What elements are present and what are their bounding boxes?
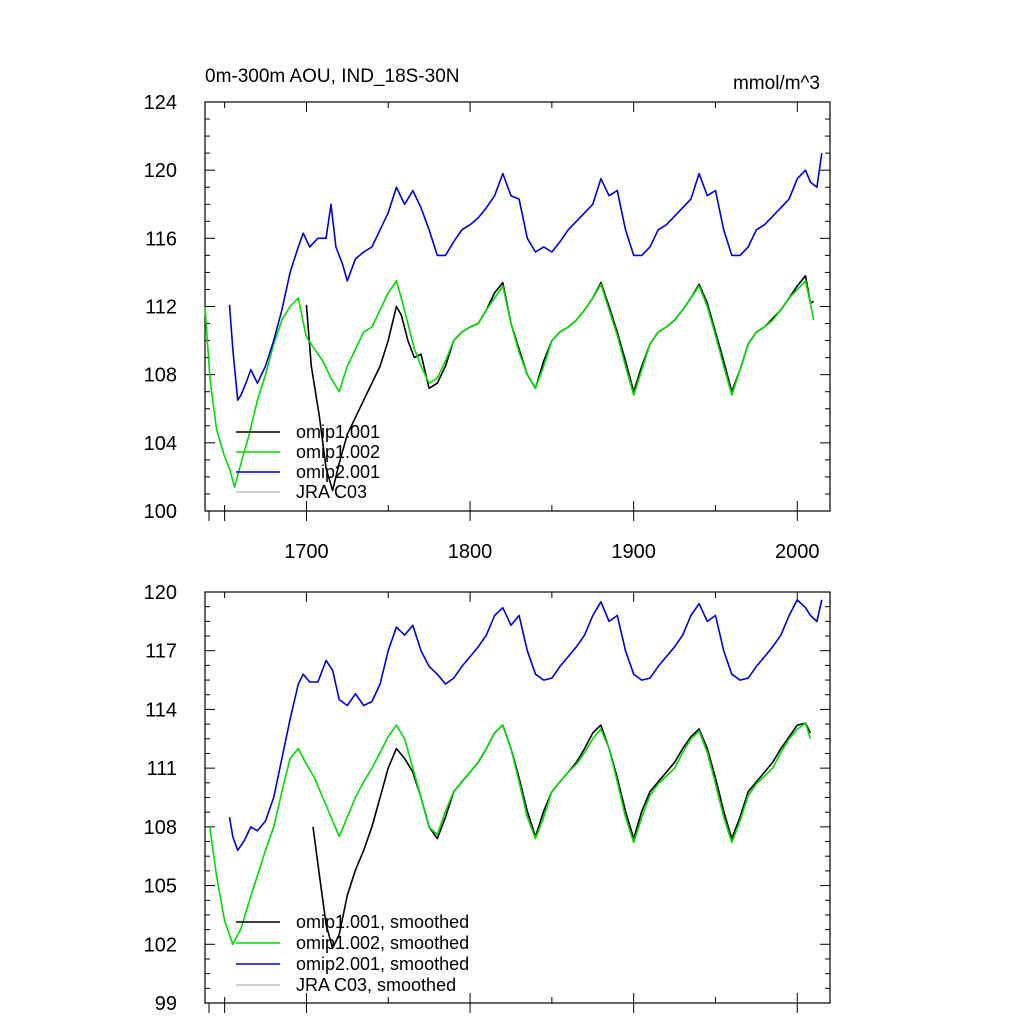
- legend-label: omip2.001, smoothed: [296, 954, 469, 974]
- y-tick-label: 100: [144, 501, 177, 523]
- legend-label: omip1.002, smoothed: [296, 933, 469, 953]
- y-tick-label: 120: [144, 160, 177, 182]
- y-tick-label: 104: [144, 433, 177, 455]
- y-tick-label: 99: [155, 993, 177, 1015]
- y-tick-label: 124: [144, 92, 177, 114]
- series-line-omip2-001-smoothed: [228, 599, 823, 852]
- x-tick-label: 1700: [284, 541, 329, 563]
- y-tick-label: 114: [145, 699, 177, 721]
- legend-label: JRA C03: [296, 482, 367, 502]
- legend-label: omip1.001: [296, 422, 380, 442]
- x-tick-label: 2000: [775, 541, 820, 563]
- x-tick-label: 1800: [448, 541, 493, 563]
- y-tick-label: 117: [145, 641, 177, 663]
- y-tick-label: 105: [144, 876, 177, 898]
- x-tick-label: 1900: [611, 541, 656, 563]
- series-line-omip1-002-smoothed: [209, 722, 812, 946]
- legend-label: omip1.002: [296, 442, 380, 462]
- y-tick-label: 112: [145, 297, 177, 319]
- panel-2: [204, 591, 831, 1013]
- y-tick-label: 120: [144, 582, 177, 604]
- legend-label: omip1.001, smoothed: [296, 912, 469, 932]
- panel-1: [204, 101, 831, 521]
- chart-title: 0m-300m AOU, IND_18S-30N: [205, 66, 460, 87]
- series-line-omip2-001: [228, 152, 823, 401]
- y-tick-label: 102: [144, 934, 177, 956]
- series-line-omip1-001: [305, 275, 814, 492]
- y-tick-label: 108: [144, 365, 177, 387]
- units-label: mmol/m^3: [733, 73, 820, 94]
- legend-label: omip2.001: [296, 462, 380, 482]
- series-line-omip1-002: [204, 280, 815, 488]
- y-tick-label: 108: [144, 817, 177, 839]
- legend-label: JRA C03, smoothed: [296, 975, 456, 995]
- y-tick-label: 116: [145, 228, 177, 250]
- y-tick-label: 111: [147, 758, 177, 780]
